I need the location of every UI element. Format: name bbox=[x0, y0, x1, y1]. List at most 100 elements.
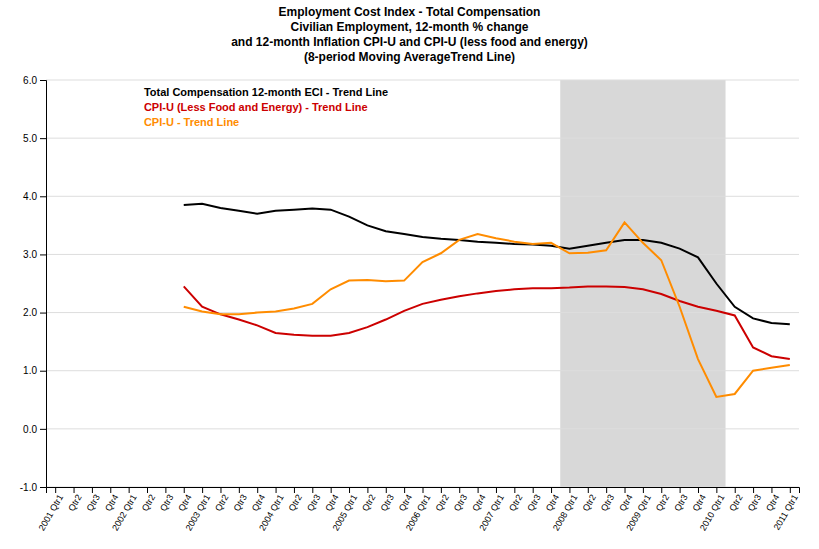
y-tick: 2.0 bbox=[23, 307, 46, 318]
x-tick-label: Qtr3 bbox=[746, 493, 763, 513]
x-tick-mark bbox=[239, 487, 240, 493]
legend: Total Compensation 12-month ECI - Trend … bbox=[144, 86, 388, 128]
x-tick-label: Qtr3 bbox=[525, 493, 542, 513]
x-tick: 2005 Qtr1 bbox=[330, 487, 359, 532]
grid-line bbox=[46, 428, 799, 429]
x-tick-mark bbox=[680, 487, 681, 493]
legend-entry: Total Compensation 12-month ECI - Trend … bbox=[144, 86, 388, 98]
x-tick: Qtr4 bbox=[397, 487, 414, 513]
grid-line bbox=[46, 138, 799, 139]
x-tick-mark bbox=[331, 487, 332, 493]
x-tick: Qtr2 bbox=[360, 487, 377, 513]
y-tick-label: 1.0 bbox=[23, 365, 37, 376]
x-tick-mark bbox=[404, 487, 405, 493]
x-tick-mark bbox=[551, 487, 552, 493]
y-tick-mark bbox=[40, 254, 46, 255]
grid-line bbox=[46, 254, 799, 255]
y-tick-label: -1.0 bbox=[20, 482, 38, 493]
x-tick: Qtr4 bbox=[470, 487, 487, 513]
y-axis-line bbox=[40, 81, 47, 488]
x-tick-mark bbox=[496, 487, 497, 493]
y-tick-mark bbox=[40, 196, 46, 197]
x-tick-label: 2004 Qtr1 bbox=[257, 493, 286, 533]
y-tick: 3.0 bbox=[23, 249, 46, 260]
title-line: Civilian Employment, 12-month % change bbox=[290, 20, 528, 34]
y-tick: 4.0 bbox=[23, 191, 46, 202]
y-tick-mark bbox=[40, 80, 46, 81]
grid-line bbox=[46, 312, 799, 313]
x-tick-label: Qtr4 bbox=[691, 493, 708, 513]
x-tick-mark bbox=[661, 487, 662, 493]
x-tick-mark bbox=[220, 487, 221, 493]
legend-entry: CPI-U (Less Food and Energy) - Trend Lin… bbox=[144, 101, 368, 113]
x-tick: 2003 Qtr1 bbox=[184, 487, 213, 532]
x-tick-label: 2009 Qtr1 bbox=[624, 493, 653, 533]
x-tick: Qtr3 bbox=[599, 487, 616, 513]
x-tick-mark bbox=[514, 487, 515, 493]
series-line bbox=[184, 222, 790, 396]
title-line: (8-period Moving AverageTrend Line) bbox=[304, 50, 515, 64]
lines bbox=[184, 204, 790, 397]
x-tick-mark bbox=[698, 487, 699, 493]
x-tick: 2008 Qtr1 bbox=[551, 487, 580, 532]
x-tick: Qtr4 bbox=[617, 487, 634, 513]
x-tick-label: Qtr3 bbox=[452, 493, 469, 513]
x-tick: Qtr2 bbox=[434, 487, 451, 513]
x-tick-mark bbox=[753, 487, 754, 493]
x-tick-mark bbox=[716, 487, 717, 493]
x-tick: Qtr3 bbox=[452, 487, 469, 513]
x-tick-label: Qtr2 bbox=[360, 493, 377, 513]
title-line: Employment Cost Index - Total Compensati… bbox=[279, 5, 541, 19]
y-tick-label: 2.0 bbox=[23, 307, 37, 318]
x-tick: Qtr3 bbox=[746, 487, 763, 513]
x-tick: 2011 Qtr1 bbox=[772, 487, 800, 532]
x-tick-mark bbox=[129, 487, 130, 493]
x-tick-mark bbox=[423, 487, 424, 493]
y-tick-mark bbox=[40, 313, 46, 314]
x-tick-label: Qtr2 bbox=[507, 493, 524, 513]
x-tick-label: Qtr3 bbox=[85, 493, 102, 513]
x-tick-label: Qtr2 bbox=[287, 493, 304, 513]
x-tick-label: Qtr4 bbox=[103, 493, 120, 513]
chart: Employment Cost Index - Total Compensati… bbox=[0, 0, 819, 549]
x-tick-label: Qtr3 bbox=[672, 493, 689, 513]
x-tick-label: Qtr4 bbox=[323, 493, 340, 513]
y-tick-mark bbox=[40, 138, 46, 139]
y-tick-label: 3.0 bbox=[23, 249, 37, 260]
x-tick-mark bbox=[790, 487, 791, 493]
x-tick-label: Qtr4 bbox=[617, 493, 634, 513]
x-tick-label: Qtr2 bbox=[727, 493, 744, 513]
x-tick: 2010 Qtr1 bbox=[698, 487, 727, 532]
x-tick-mark bbox=[202, 487, 203, 493]
y-tick-label: 6.0 bbox=[23, 75, 37, 86]
x-tick: Qtr2 bbox=[66, 487, 83, 513]
x-tick: Qtr2 bbox=[654, 487, 671, 513]
plot: 2001 Qtr1Qtr2Qtr3Qtr42002 Qtr1Qtr2Qtr3Qt… bbox=[20, 75, 800, 533]
x-tick-mark bbox=[92, 487, 93, 493]
x-tick-label: Qtr3 bbox=[305, 493, 322, 513]
x-tick-label: 2011 Qtr1 bbox=[772, 493, 800, 532]
x-tick-label: Qtr4 bbox=[470, 493, 487, 513]
x-tick-label: Qtr2 bbox=[66, 493, 83, 513]
x-tick-mark bbox=[257, 487, 258, 493]
x-tick-mark bbox=[349, 487, 350, 493]
x-tick-label: 2010 Qtr1 bbox=[698, 493, 727, 533]
y-tick-mark bbox=[40, 487, 46, 488]
y-axis: -1.00.01.02.03.04.05.06.0 bbox=[20, 75, 47, 493]
x-tick-mark bbox=[386, 487, 387, 493]
shade-group bbox=[560, 80, 725, 487]
x-tick: Qtr4 bbox=[691, 487, 708, 513]
x-tick-mark bbox=[147, 487, 148, 493]
grid-line bbox=[46, 196, 799, 197]
x-tick-label: Qtr2 bbox=[140, 493, 157, 513]
x-tick-mark bbox=[625, 487, 626, 493]
x-tick-mark bbox=[533, 487, 534, 493]
x-tick-mark bbox=[294, 487, 295, 493]
y-tick-label: 5.0 bbox=[23, 133, 37, 144]
x-tick: Qtr3 bbox=[672, 487, 689, 513]
x-tick: Qtr4 bbox=[250, 487, 267, 513]
grid-line bbox=[46, 370, 799, 371]
y-tick: 6.0 bbox=[23, 75, 46, 86]
y-tick-mark bbox=[40, 429, 46, 430]
x-tick: 2009 Qtr1 bbox=[624, 487, 653, 532]
